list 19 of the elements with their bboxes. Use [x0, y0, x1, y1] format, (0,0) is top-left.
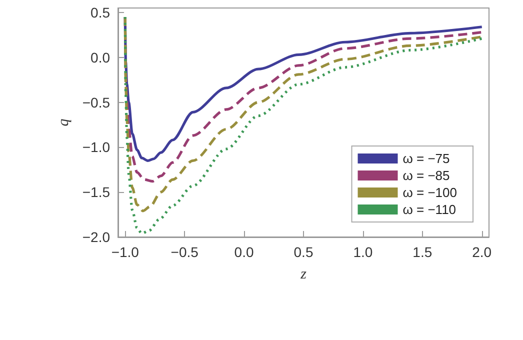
x-tick-label: −0.5: [170, 244, 199, 260]
y-tick-label: −1.0: [82, 139, 110, 156]
y-tick-label: −1.5: [82, 184, 110, 200]
legend-label: ω = −100: [402, 185, 458, 200]
x-tick-label: −1.0: [111, 244, 140, 260]
y-tick-label: 0.5: [90, 4, 110, 20]
y-tick-label: 0.0: [90, 49, 110, 66]
x-tick-label: 2.0: [472, 244, 492, 260]
y-tick-label: −0.5: [82, 94, 110, 110]
x-tick-label: 1.0: [353, 244, 373, 260]
x-tick-label: 1.5: [412, 244, 432, 260]
x-axis-title: z: [300, 266, 307, 282]
legend-label: ω = −75: [402, 151, 450, 166]
y-tick-label: −2.0: [82, 229, 110, 245]
legend-label: ω = −85: [402, 168, 450, 183]
legend-label: ω = −110: [402, 202, 456, 217]
y-axis-title: q: [56, 118, 72, 126]
x-tick-label: 0.0: [234, 244, 254, 260]
x-tick-label: 0.5: [294, 244, 314, 260]
